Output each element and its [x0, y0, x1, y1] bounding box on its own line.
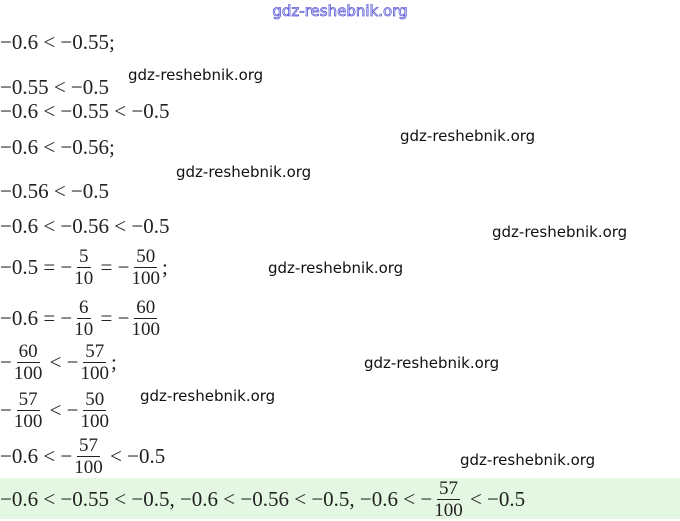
math-text: −0.6 = −: [0, 305, 73, 330]
math-text: −0.5 = −: [0, 254, 73, 279]
fraction: 60 100: [14, 341, 43, 384]
math-text: ;: [161, 254, 168, 279]
watermark: gdz-reshebnik.org: [492, 223, 628, 241]
math-line: −57 100 < −50 100: [0, 388, 111, 432]
denominator: 10: [74, 267, 94, 289]
fraction: 57 100: [74, 435, 103, 478]
watermark: gdz-reshebnik.org: [364, 354, 500, 372]
fraction: 57 100: [14, 389, 43, 432]
denominator: 100: [74, 456, 103, 478]
math-text: −0.6 < −0.56 < −0.5: [0, 213, 170, 238]
numerator: 57: [83, 340, 107, 363]
math-text: = −: [95, 305, 130, 330]
denominator: 100: [13, 410, 43, 432]
math-line: −0.6 < −0.56 < −0.5: [0, 204, 169, 248]
numerator: 60: [134, 296, 158, 319]
site-watermark: gdz-reshebnik.org: [272, 2, 408, 21]
math-text: −0.6 < −: [0, 443, 73, 468]
math-line: −0.5 = −5 10 = −50 100;: [0, 245, 168, 289]
fraction: 50 100: [81, 389, 110, 432]
math-line: −0.6 < −0.55 < −0.5: [0, 89, 169, 133]
math-line: −60 100 < −57 100;: [0, 340, 117, 384]
numerator: 60: [16, 340, 40, 363]
fraction: 57 100: [434, 478, 463, 521]
watermark: gdz-reshebnik.org: [400, 127, 536, 145]
math-text: = −: [95, 254, 130, 279]
fraction: 5 10: [74, 246, 93, 289]
math-text: < −0.5: [464, 486, 526, 511]
denominator: 100: [131, 318, 160, 340]
math-text: < −: [44, 349, 79, 374]
math-line: −0.6 = −6 10 = −60 100: [0, 296, 162, 340]
math-text: −0.6 < −0.55 < −0.5: [0, 98, 170, 123]
fraction: 6 10: [74, 297, 93, 340]
numerator: 57: [16, 388, 40, 411]
fraction: 57 100: [81, 341, 110, 384]
math-text: −0.6 < −0.55;: [0, 29, 115, 54]
numerator: 6: [77, 296, 91, 319]
watermark: gdz-reshebnik.org: [460, 451, 596, 469]
math-text: −0.6 < −0.56;: [0, 134, 115, 159]
fraction: 50 100: [131, 246, 160, 289]
math-text: −0.56 < −0.5: [0, 178, 110, 203]
math-text: ;: [111, 349, 117, 374]
math-line: −0.55 < −0.5: [0, 65, 109, 109]
denominator: 10: [74, 318, 94, 340]
math-line: −0.6 < −57 100 < −0.5: [0, 434, 165, 478]
math-text: −0.55 < −0.5: [0, 74, 110, 99]
math-text: < −0.5: [104, 443, 166, 468]
answer-line: −0.6 < −0.55 < −0.5, −0.6 < −0.56 < −0.5…: [0, 477, 525, 521]
watermark: gdz-reshebnik.org: [176, 163, 312, 181]
numerator: 57: [436, 477, 460, 500]
watermark: gdz-reshebnik.org: [268, 259, 404, 277]
answer-background: [0, 478, 680, 519]
math-line: −0.56 < −0.5: [0, 169, 109, 213]
watermark: gdz-reshebnik.org: [140, 387, 276, 405]
denominator: 100: [131, 267, 160, 289]
denominator: 100: [434, 499, 463, 521]
math-text: −0.6 < −0.55 < −0.5, −0.6 < −0.56 < −0.5…: [0, 486, 433, 511]
denominator: 100: [80, 362, 110, 384]
math-text: −: [0, 397, 12, 422]
math-text: −: [0, 349, 12, 374]
watermark: gdz-reshebnik.org: [128, 66, 264, 84]
math-line: −0.6 < −0.55;: [0, 20, 115, 64]
numerator: 57: [77, 434, 101, 457]
math-text: < −: [44, 397, 79, 422]
numerator: 5: [77, 245, 91, 268]
numerator: 50: [83, 388, 107, 411]
numerator: 50: [134, 245, 158, 268]
denominator: 100: [80, 410, 110, 432]
denominator: 100: [13, 362, 43, 384]
math-line: −0.6 < −0.56;: [0, 125, 115, 169]
fraction: 60 100: [131, 297, 160, 340]
